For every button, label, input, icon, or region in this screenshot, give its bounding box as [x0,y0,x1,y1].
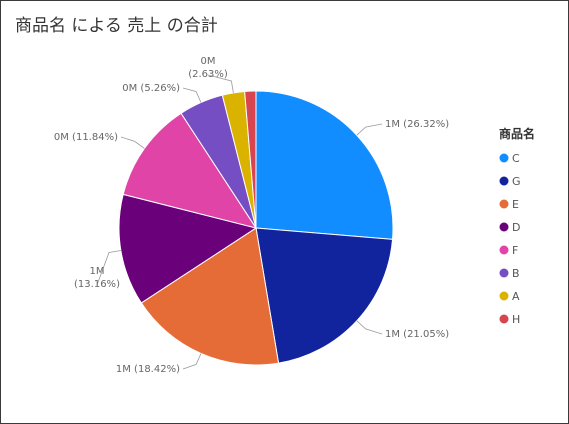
data-label-C: 1M (26.32%) [385,119,449,130]
legend-label-A[interactable]: A [512,290,520,303]
leader-line-F [120,136,145,149]
legend-label-F[interactable]: F [512,244,518,257]
pie-data-labels: 1M (26.32%) 1M (21.05%) 1M (18.42%) 1M (13.1… [54,56,449,375]
data-label-F: 0M (11.84%) [54,132,118,143]
legend-marker-B [499,268,509,278]
legend-label-C[interactable]: C [512,152,520,165]
leader-line-B [182,87,202,103]
legend-title: 商品名 [499,126,535,141]
leader-line-C [356,123,383,136]
pie-slice-H[interactable] [244,90,257,229]
legend-marker-D [499,222,509,232]
legend-label-E[interactable]: E [512,198,519,211]
legend-marker-E [499,199,509,209]
pie-slices [118,90,394,366]
pie-slice-C[interactable] [255,90,394,240]
data-label-E: 1M (18.42%) [116,364,180,375]
data-label-D: 1M (13.16%) [74,266,120,290]
leader-line-E [182,353,202,370]
legend-marker-A [499,291,509,301]
legend-label-G[interactable]: G [512,175,521,188]
legend-marker-F [499,245,509,255]
data-label-G: 1M (21.05%) [385,329,449,340]
chart-title: 商品名 による 売上 の合計 [15,16,218,36]
leader-line-G [356,320,383,335]
legend-marker-G [499,176,509,186]
legend-marker-H [499,314,509,324]
leader-line-A [207,74,234,93]
legend-label-D[interactable]: D [512,221,520,234]
data-label-A: 0M (2.63%) [188,56,228,80]
data-label-B: 0M (5.26%) [122,83,180,94]
legend-label-B[interactable]: B [512,267,520,280]
pie-slice-E[interactable] [140,227,280,366]
pie-slice-G[interactable] [255,227,394,364]
legend-marker-C [499,153,509,163]
pie-slice-F[interactable] [122,112,258,229]
legend-label-H[interactable]: H [512,313,520,326]
leader-line-D [96,250,121,286]
